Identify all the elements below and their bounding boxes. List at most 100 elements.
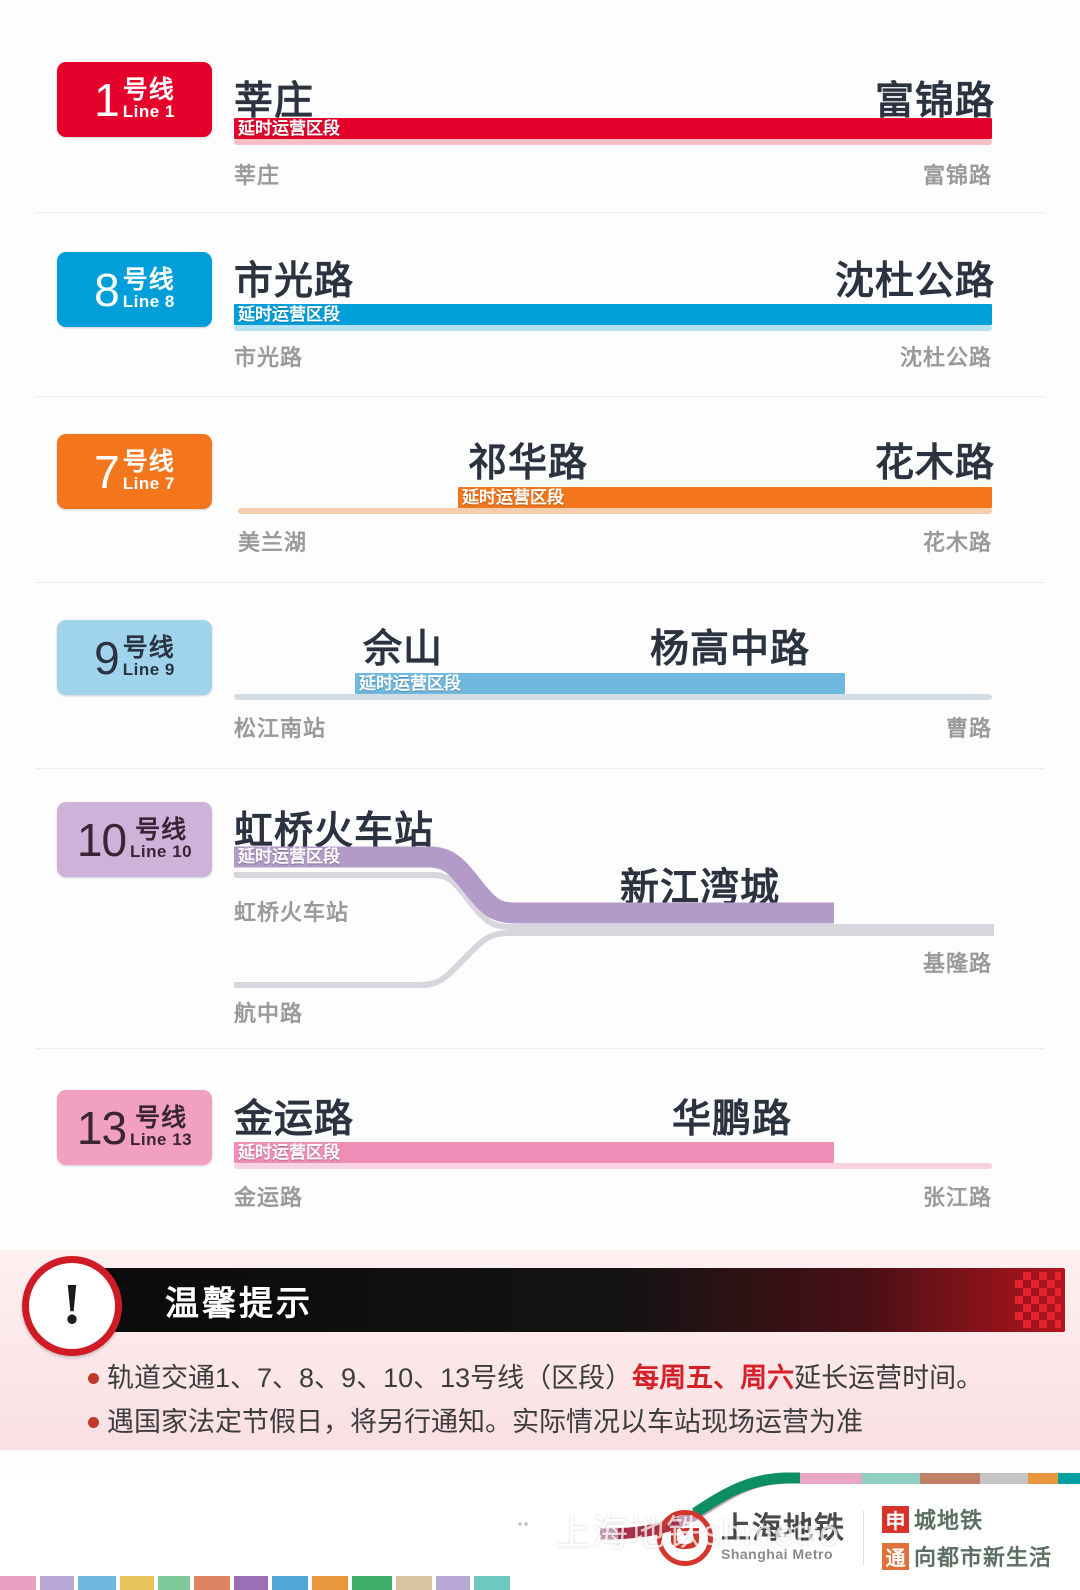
bullet-icon [88,1373,99,1384]
sub-brand-char-1: 申 [881,1505,909,1533]
segment-start-label: 祁华路 [468,442,589,485]
notice-title: 温馨提示 [165,1284,313,1323]
sub-brand-text-2: 向都市新生活 [913,1545,1052,1570]
line-badge-number: 10 [76,813,127,866]
watermark-text: 上海地铁shmetro [555,1512,841,1553]
watermark: 上海地铁shmetro [505,1504,840,1556]
full-line-start-label: 金运路 [234,1185,304,1210]
line-badge-zh: 号线 [122,266,175,295]
sub-brand: 申 城地铁 通 向都市新生活 [881,1503,1052,1572]
extended-segment-label: 延时运营区段 [238,119,340,138]
line-badge-en: Line 8 [122,292,175,312]
footer-stripe [352,1576,392,1590]
full-line-end-label: 曹路 [945,716,992,741]
shanghai-metro-logo-icon [656,1509,713,1566]
full-line-start-label: 莘庄 [234,163,281,188]
segment-start-label: 莘庄 [234,80,315,123]
extended-segment-bar [234,118,992,139]
footer-stripe [40,1576,74,1590]
footer-stripe [234,1576,268,1590]
sub-brand-char-2: 通 [881,1542,909,1570]
extended-segment-label: 延时运营区段 [359,674,461,693]
row-divider [35,212,1045,213]
footer-stripe [0,1576,36,1590]
line-badge-8: 8 号线 Line 8 [57,252,212,327]
line-badge-en: Line 13 [130,1130,193,1150]
sub-brand-text-1: 城地铁 [913,1508,983,1533]
wechat-icon [505,1508,549,1552]
row-divider [35,396,1045,397]
notice-line-2: 遇国家法定节假日，将另行通知。实际情况以车站现场运营为准 [88,1400,863,1439]
brand-name-en: Shanghai Metro [720,1546,833,1562]
full-line-start-label: 美兰湖 [238,530,308,555]
line-badge-en: Line 7 [122,474,175,494]
line-badge-1: 1 号线 Line 1 [57,62,212,137]
segment-start-label: 佘山 [363,628,444,671]
line-badge-number: 13 [76,1101,127,1154]
full-line-start-label: 松江南站 [234,716,327,741]
full-line-start-label: 虹桥火车站 [234,900,350,925]
extended-segment-bar [234,304,992,325]
line-badge-number: 8 [94,263,120,316]
notice-line-1: 轨道交通1、7、8、9、10、13号线（区段）每周五、周六延长运营时间。 [88,1356,983,1395]
segment-start-label: 金运路 [234,1098,355,1141]
segment-end-label: 沈杜公路 [834,260,995,303]
extended-segment-label: 延时运营区段 [462,488,564,507]
row-divider [35,1048,1045,1049]
segment-end-label: 杨高中路 [650,628,811,671]
footer-stripe [158,1576,190,1590]
footer-swoosh [600,1472,1080,1540]
line-badge-en: Line 9 [122,660,175,680]
extended-segment-label: 延时运营区段 [238,1143,340,1162]
notice-header-bar: 温馨提示 [80,1268,1065,1332]
line-badge-10: 10 号线 Line 10 [57,802,212,877]
full-line-bar [238,508,992,514]
extended-segment-bar [458,487,992,508]
line-badge-number: 9 [94,631,120,684]
extended-segment-bar [355,673,845,694]
extended-segment-label: 延时运营区段 [238,305,340,324]
row-divider [35,768,1045,769]
notice-panel: 温馨提示 ! 轨道交通1、7、8、9、10、13号线（区段）每周五、周六延长运营… [0,1250,1080,1450]
notice-line-1-part2: 延长运营时间。 [794,1363,984,1393]
full-line-bar [234,325,992,331]
footer-stripe [396,1576,432,1590]
footer: 上海地铁 Shanghai Metro 申 城地铁 通 向都市新生活 上海地铁s… [0,1472,1080,1590]
footer-stripe [120,1576,154,1590]
segment-start-label: 市光路 [234,260,355,303]
line-badge-9: 9 号线 Line 9 [57,620,212,695]
footer-stripe [436,1576,470,1590]
full-line-end-label: 花木路 [922,530,992,555]
notice-line-2-text: 遇国家法定节假日，将另行通知。实际情况以车站现场运营为准 [107,1407,863,1437]
brand-name-cn: 上海地铁 [720,1512,845,1545]
segment-start-label: 虹桥火车站 [234,810,435,853]
branch-station-label: 航中路 [234,1001,304,1026]
footer-stripe [78,1576,116,1590]
line-badge-number: 1 [94,73,120,126]
line-badge-zh: 号线 [135,816,188,845]
full-line-bar [234,139,992,145]
extended-segment-bar [234,1142,834,1163]
notice-line-1-part1: 轨道交通1、7、8、9、10、13号线（区段） [107,1363,633,1393]
full-line-end-label: 富锦路 [922,163,992,188]
segment-end-label: 富锦路 [874,80,995,123]
segment-end-label: 花木路 [874,442,995,485]
notice-line-1-highlight: 每周五、周六 [632,1363,795,1393]
full-line-start-label: 市光路 [234,345,304,370]
brand-divider [862,1510,864,1565]
line-10-branch-diagram [234,846,994,988]
footer-stripe [194,1576,230,1590]
line-badge-zh: 号线 [122,634,175,663]
line-badge-zh: 号线 [122,76,175,105]
line-badge-en: Line 10 [130,842,193,862]
extended-segment-label: 延时运营区段 [238,847,340,866]
line-badge-7: 7 号线 Line 7 [57,434,212,509]
full-line-bar [234,1163,992,1169]
footer-stripe [312,1576,348,1590]
full-line-end-label: 沈杜公路 [899,345,992,370]
full-line-end-label: 基隆路 [922,951,992,976]
line-badge-number: 7 [94,445,120,498]
checker-pattern [1015,1272,1061,1328]
bullet-icon [88,1417,99,1428]
